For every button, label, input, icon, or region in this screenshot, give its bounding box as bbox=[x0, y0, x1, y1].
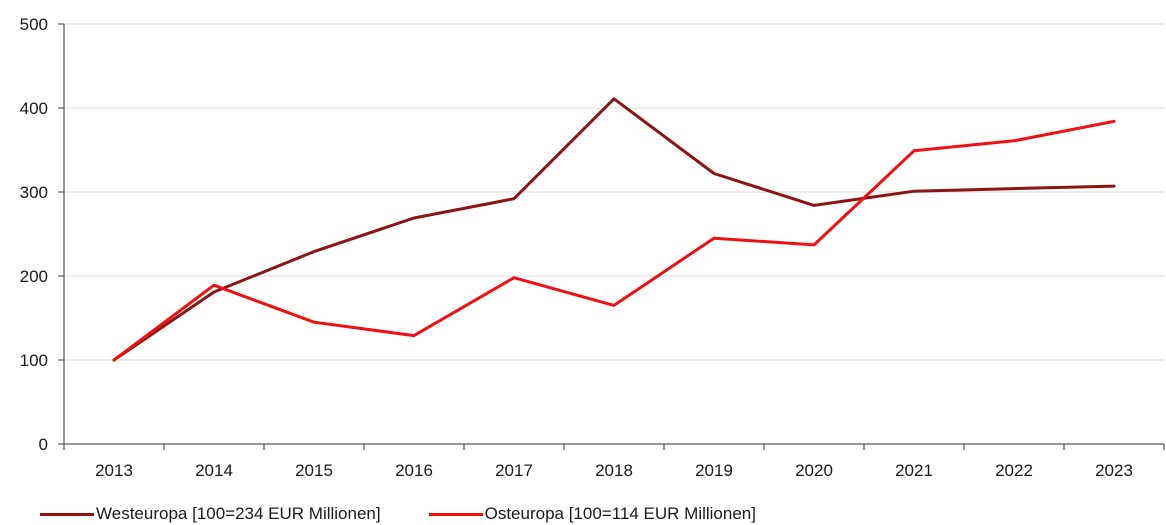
x-tick-label: 2019 bbox=[695, 461, 733, 480]
y-tick-label: 200 bbox=[20, 267, 48, 286]
x-tick-label: 2013 bbox=[95, 461, 133, 480]
x-tick-label: 2017 bbox=[495, 461, 533, 480]
x-tick-label: 2023 bbox=[1095, 461, 1133, 480]
axes bbox=[58, 23, 1165, 450]
y-axis-labels: 0 100 200 300 400 500 bbox=[20, 15, 48, 454]
x-tick-label: 2016 bbox=[395, 461, 433, 480]
legend-swatch-westeuropa bbox=[40, 512, 94, 516]
legend-label-osteuropa: Osteuropa [100=114 EUR Millionen] bbox=[484, 504, 756, 523]
y-tick-label: 500 bbox=[20, 15, 48, 34]
x-axis-labels: 2013 2014 2015 2016 2017 2018 2019 2020 2021 2022… bbox=[95, 461, 1133, 480]
legend-item-osteuropa: Osteuropa [100=114 EUR Millionen] bbox=[428, 504, 756, 524]
x-tick-label: 2022 bbox=[995, 461, 1033, 480]
legend: Westeuropa [100=234 EUR Millionen] Osteu… bbox=[40, 504, 756, 524]
gridlines bbox=[64, 23, 1164, 361]
x-tick-label: 2020 bbox=[795, 461, 833, 480]
y-tick-label: 400 bbox=[20, 99, 48, 118]
legend-item-westeuropa: Westeuropa [100=234 EUR Millionen] bbox=[40, 504, 381, 524]
y-tick-label: 100 bbox=[20, 351, 48, 370]
series-line-osteuropa bbox=[112, 119, 1116, 362]
y-tick-label: 300 bbox=[20, 183, 48, 202]
series-lines bbox=[112, 97, 1116, 362]
y-tick-label: 0 bbox=[39, 435, 48, 454]
legend-swatch-osteuropa bbox=[428, 512, 483, 516]
x-tick-label: 2014 bbox=[195, 461, 233, 480]
x-tick-label: 2018 bbox=[595, 461, 633, 480]
series-line-westeuropa bbox=[112, 97, 1116, 362]
legend-label-westeuropa: Westeuropa [100=234 EUR Millionen] bbox=[96, 504, 381, 523]
x-tick-label: 2015 bbox=[295, 461, 333, 480]
x-tick-label: 2021 bbox=[895, 461, 933, 480]
